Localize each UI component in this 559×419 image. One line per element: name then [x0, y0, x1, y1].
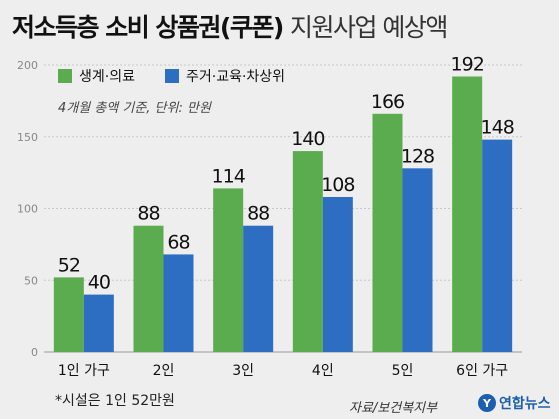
data-label-s1-2: 114	[212, 165, 246, 187]
bar-s2-2	[243, 225, 274, 352]
data-label-s2-2: 88	[247, 203, 269, 225]
legend: 생계·의료 주거·교육·차상위	[58, 66, 285, 86]
y-tick-label-2: 100	[17, 203, 38, 216]
y-tick-label-4: 200	[17, 59, 38, 72]
data-label-s1-5: 192	[451, 53, 484, 75]
data-label-s2-4: 128	[401, 145, 434, 167]
data-label-s2-5: 148	[481, 117, 514, 139]
x-category-label-5: 6인 가구	[456, 363, 508, 379]
data-label-s2-1: 68	[167, 231, 189, 253]
bar-s2-1	[163, 254, 194, 352]
bar-s2-0	[83, 294, 114, 352]
source-credit: 자료/보건복지부	[349, 401, 438, 416]
x-category-label-2: 3인	[232, 363, 254, 379]
y-tick-label-0: 0	[31, 346, 38, 359]
data-label-s2-0: 40	[88, 272, 110, 294]
chart-title-sub: 지원사업 예상액	[289, 13, 448, 42]
bar-s1-0	[53, 277, 84, 352]
bar-s1-3	[292, 151, 323, 352]
legend-label-series-2: 주거·교육·차상위	[185, 69, 286, 85]
bar-s1-1	[133, 225, 164, 352]
data-label-s1-3: 140	[291, 128, 324, 150]
y-tick-label-3: 150	[17, 131, 38, 144]
data-label-s1-1: 88	[137, 203, 159, 225]
data-label-s1-0: 52	[58, 254, 80, 276]
x-category-label-0: 1인 가구	[58, 363, 110, 379]
legend-label-series-1: 생계·의료	[79, 69, 135, 85]
x-category-label-1: 2인	[153, 363, 175, 379]
bar-s2-5	[482, 139, 513, 352]
legend-swatch-series-2	[164, 69, 179, 83]
bar-s2-3	[322, 197, 353, 352]
x-category-label-3: 4인	[312, 363, 334, 379]
legend-item-series-2: 주거·교육·차상위	[164, 66, 286, 86]
data-label-s2-3: 108	[321, 174, 354, 196]
bar-s1-4	[372, 113, 403, 352]
bar-s1-5	[452, 76, 483, 352]
data-label-s1-4: 166	[371, 91, 404, 113]
brand-mark-icon: Y	[478, 394, 496, 412]
brand-name: 연합뉴스	[499, 396, 551, 412]
chart-title-main: 저소득층 소비 상품권(쿠폰)	[12, 13, 284, 42]
bar-s1-2	[213, 188, 244, 352]
footnote: *시설은 1인 52만원	[55, 393, 175, 409]
legend-item-series-1: 생계·의료	[58, 66, 135, 86]
y-tick-label-1: 50	[24, 274, 38, 287]
x-category-label-4: 5인	[392, 363, 414, 379]
chart-title: 저소득층 소비 상품권(쿠폰) 지원사업 예상액	[12, 8, 448, 44]
bar-s2-4	[402, 168, 433, 352]
legend-swatch-series-1	[58, 69, 72, 83]
unit-note: 4개월 총액 기준, 단위: 만원	[58, 101, 211, 116]
brand-logo: Y 연합뉴스	[478, 393, 551, 413]
